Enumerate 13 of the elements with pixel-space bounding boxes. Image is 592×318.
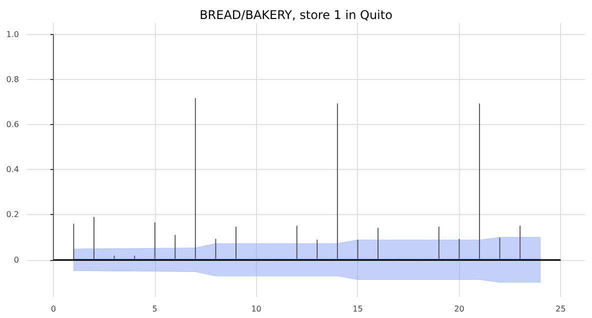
y-tick-label: 0.2 xyxy=(6,210,19,220)
x-tick-label: 20 xyxy=(454,304,464,314)
x-tick-label: 5 xyxy=(152,304,158,314)
chart-title: BREAD/BAKERY, store 1 in Quito xyxy=(200,8,392,22)
y-tick-label: 0.4 xyxy=(6,165,19,174)
x-tick-label: 15 xyxy=(352,304,363,314)
x-tick-label: 10 xyxy=(251,304,262,314)
y-tick-label: 0.6 xyxy=(6,120,19,129)
y-tick-label: 0.8 xyxy=(6,74,19,84)
y-tick-label: 1.0 xyxy=(6,30,19,39)
x-tick-label: 25 xyxy=(556,304,566,314)
y-tick-label: 0 xyxy=(14,255,19,264)
x-tick-label: 0 xyxy=(50,304,56,314)
